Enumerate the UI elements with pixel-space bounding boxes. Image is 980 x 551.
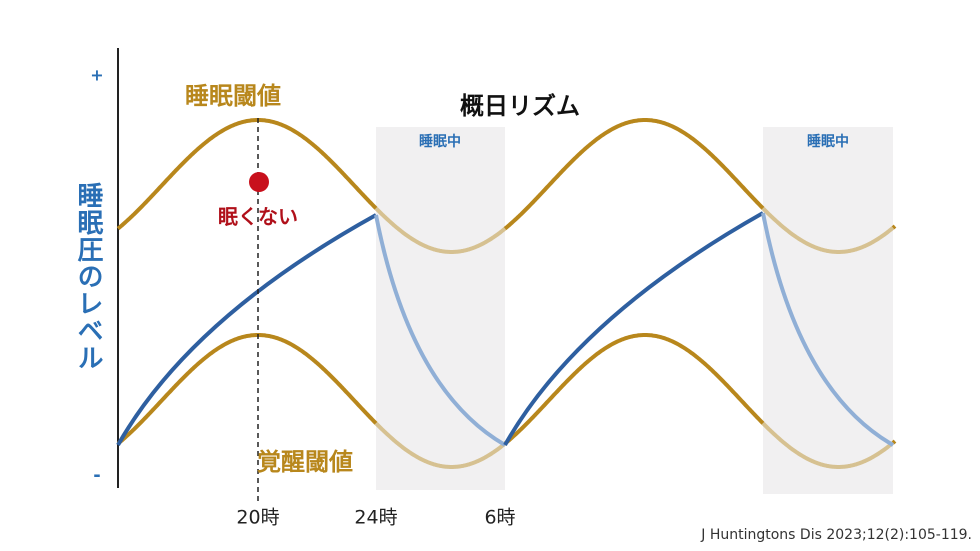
pressure-rise bbox=[116, 213, 377, 446]
axis-label: 睡眠圧のレベル bbox=[73, 182, 103, 371]
threshold-curve bbox=[374, 421, 507, 469]
sleep-band bbox=[376, 127, 505, 490]
lower-label: 覚醒閾値 bbox=[257, 448, 353, 476]
threshold-curve bbox=[891, 439, 897, 445]
threshold-curve bbox=[503, 333, 765, 446]
point-label: 眠くない bbox=[218, 205, 298, 229]
threshold-curve bbox=[891, 224, 897, 230]
curves bbox=[116, 118, 897, 469]
point bbox=[249, 172, 269, 192]
threshold-curve bbox=[116, 118, 378, 231]
threshold-curve bbox=[503, 118, 765, 231]
threshold-curve bbox=[761, 206, 895, 254]
x-label: 20時 bbox=[236, 507, 279, 529]
x-label: 6時 bbox=[484, 507, 515, 529]
band-label: 睡眠中 bbox=[807, 133, 849, 150]
citation: J Huntingtons Dis 2023;12(2):105-119. bbox=[700, 527, 972, 543]
axis-top: + bbox=[90, 66, 103, 85]
threshold-curve bbox=[374, 206, 507, 254]
threshold-curve bbox=[116, 333, 378, 446]
band-label: 睡眠中 bbox=[419, 133, 461, 150]
x-label: 24時 bbox=[354, 507, 397, 529]
pressure-fall bbox=[374, 214, 507, 447]
threshold-curve bbox=[761, 421, 895, 469]
pressure-fall bbox=[761, 212, 894, 447]
upper-label: 睡眠閾値 bbox=[185, 82, 281, 110]
axis-bottom: - bbox=[93, 465, 100, 486]
pressure-rise bbox=[503, 211, 764, 446]
title: 概日リズム bbox=[460, 92, 580, 120]
